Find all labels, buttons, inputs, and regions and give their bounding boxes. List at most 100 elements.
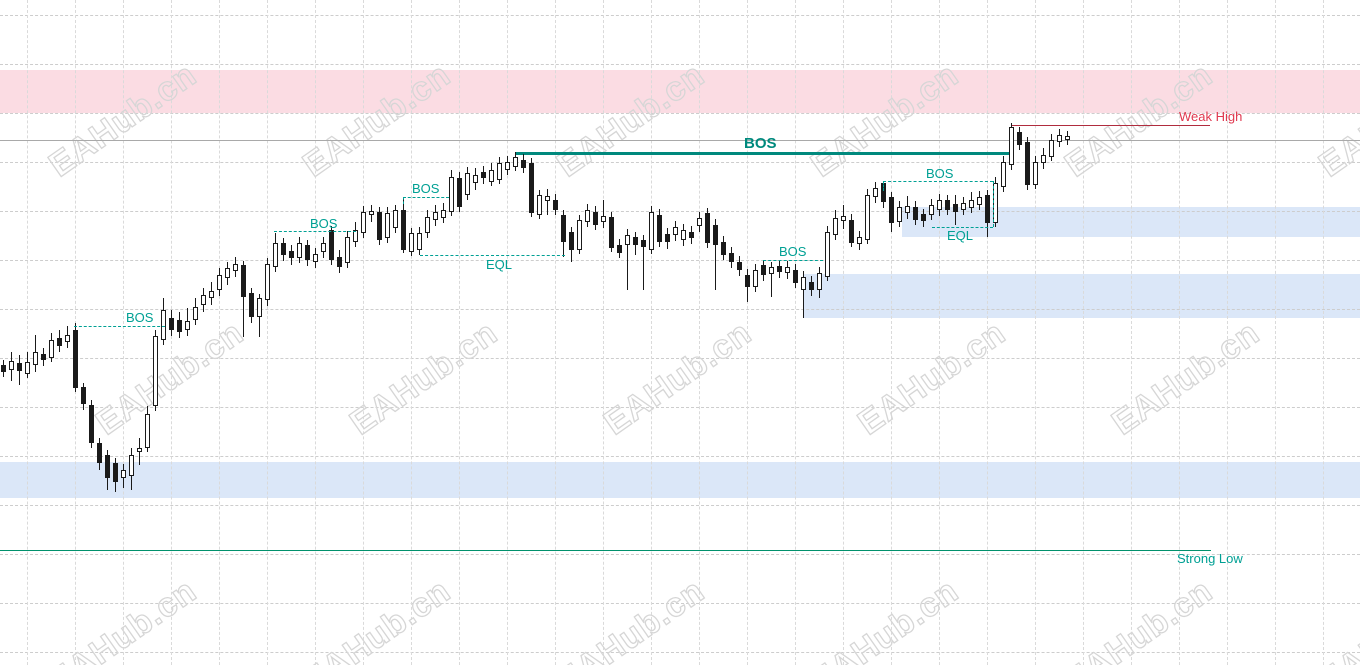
- candle-bull: [297, 243, 302, 258]
- candle-bull: [233, 264, 238, 271]
- candle-bear: [569, 232, 574, 250]
- bos-dashed-line: [883, 181, 993, 182]
- candle-bull: [33, 352, 38, 365]
- gridline-h: [0, 309, 1360, 310]
- candle-bull: [1065, 136, 1070, 140]
- bos-label: BOS: [310, 216, 338, 231]
- gridline-v: [123, 0, 124, 665]
- candle-bear: [97, 443, 102, 463]
- watermark: EAHub.cn: [851, 313, 1014, 443]
- watermark: EAHub.cn: [1105, 313, 1268, 443]
- gridline-v: [1323, 0, 1324, 665]
- bos-dashed-tick: [883, 181, 884, 191]
- candle-bear: [729, 253, 734, 262]
- candle-bear: [777, 266, 782, 272]
- gridline-v: [651, 0, 652, 665]
- candle-bull: [409, 233, 414, 252]
- eql-label: EQL: [486, 257, 513, 272]
- candle-bear: [457, 178, 462, 207]
- bos-main-line: [516, 152, 1010, 155]
- candle-bull: [313, 254, 318, 262]
- gridline-h: [0, 407, 1360, 408]
- candle-bull: [905, 206, 910, 213]
- candle-bull: [785, 267, 790, 273]
- bos-label: BOS: [126, 310, 154, 325]
- gridline-v: [1131, 0, 1132, 665]
- candle-bear: [553, 200, 558, 210]
- candle-bull: [209, 291, 214, 298]
- candle-bull: [865, 195, 870, 240]
- candle-bull: [1001, 162, 1006, 187]
- candle-bear: [953, 204, 958, 212]
- candle-bull: [897, 207, 902, 222]
- candle-bear: [921, 214, 926, 221]
- gridline-v: [987, 0, 988, 665]
- candle-bear: [641, 240, 646, 247]
- candle-wick: [803, 271, 804, 318]
- candle-bear: [17, 363, 22, 371]
- gridline-v: [411, 0, 412, 665]
- watermark: EAHub.cn: [343, 313, 506, 443]
- candle-bull: [857, 237, 862, 244]
- candle-wick: [643, 235, 644, 290]
- candle-bear: [617, 245, 622, 253]
- bos-label: BOS: [412, 181, 440, 196]
- candle-bull: [369, 211, 374, 215]
- candle-bull: [441, 210, 446, 218]
- gridline-v: [27, 0, 28, 665]
- candle-bear: [289, 251, 294, 258]
- candle-bull: [1049, 140, 1054, 157]
- candle-bear: [913, 207, 918, 220]
- candle-bear: [1017, 132, 1022, 145]
- gridline-v: [747, 0, 748, 665]
- gridline-h: [0, 113, 1360, 114]
- bos-dashed-line: [763, 260, 823, 261]
- candle-bull: [801, 277, 806, 290]
- candle-bull: [361, 212, 366, 233]
- candle-bull: [513, 157, 518, 167]
- candle-bull: [161, 310, 166, 340]
- strong-low-label: Strong Low: [1177, 551, 1243, 566]
- gridline-v: [891, 0, 892, 665]
- candle-bear: [481, 172, 486, 178]
- gridline-v: [507, 0, 508, 665]
- candle-bull: [353, 230, 358, 242]
- weak-high-label: Weak High: [1179, 109, 1243, 124]
- gridline-v: [1275, 0, 1276, 665]
- candle-bull: [769, 267, 774, 274]
- candle-bear: [713, 225, 718, 245]
- candle-bull: [577, 220, 582, 250]
- weak-high-line: [1012, 125, 1210, 126]
- candle-bull: [153, 336, 158, 406]
- level-line-gray: [0, 140, 1360, 141]
- candle-bull: [977, 197, 982, 205]
- candle-bear: [401, 210, 406, 250]
- candle-bull: [385, 213, 390, 238]
- candle-bull: [449, 177, 454, 212]
- candle-bull: [393, 210, 398, 228]
- candle-bear: [377, 212, 382, 240]
- candle-bull: [1057, 135, 1062, 142]
- candle-bear: [73, 330, 78, 388]
- candle-bear: [633, 237, 638, 245]
- candle-bull: [585, 210, 590, 222]
- candle-bull: [1033, 162, 1038, 185]
- candle-bull: [1009, 127, 1014, 165]
- candle-bull: [681, 230, 686, 240]
- candle-bear: [889, 197, 894, 223]
- candle-bear: [281, 243, 286, 255]
- candle-bull: [873, 188, 878, 197]
- candle-wick: [243, 261, 244, 337]
- candle-bull: [937, 200, 942, 210]
- gridline-h: [0, 505, 1360, 506]
- candle-bear: [721, 242, 726, 255]
- candle-bear: [593, 212, 598, 225]
- candle-bull: [697, 218, 702, 226]
- candle-bear: [57, 338, 62, 346]
- candle-wick: [715, 219, 716, 290]
- candle-bear: [849, 220, 854, 243]
- candle-bear: [985, 195, 990, 223]
- candle-bull: [273, 243, 278, 267]
- bos-dashed-tick: [403, 197, 404, 204]
